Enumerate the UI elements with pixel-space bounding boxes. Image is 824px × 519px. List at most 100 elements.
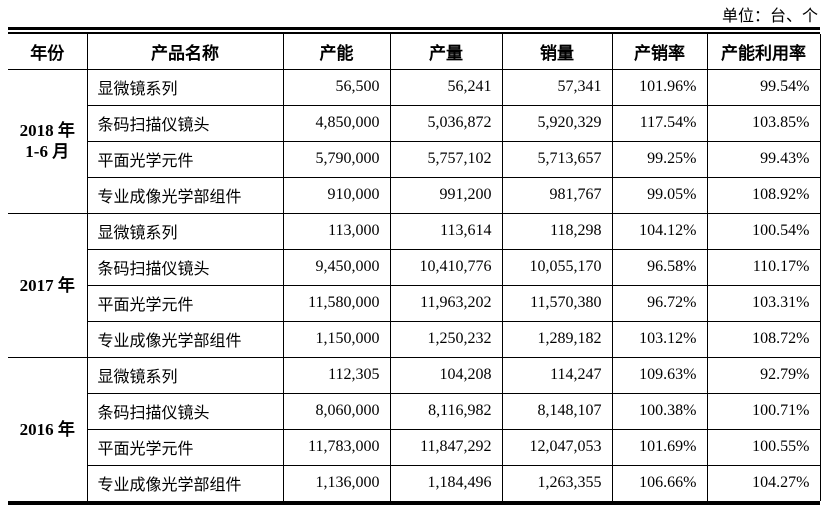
sales-cell: 114,247 (501, 356, 613, 394)
sales-cell: 11,570,380 (501, 284, 613, 322)
capacity-cell: 9,450,000 (282, 248, 391, 286)
output-cell: 10,410,776 (389, 248, 503, 286)
capacity-cell: 56,500 (282, 68, 391, 106)
ps-ratio-cell: 100.38% (611, 392, 708, 430)
product-cell: 显微镜系列 (86, 212, 284, 250)
table-row: 平面光学元件 11,580,000 11,963,202 11,570,380 … (8, 284, 821, 322)
capacity-cell: 1,136,000 (282, 464, 391, 501)
year-line1: 2017 年 (19, 275, 75, 295)
utilization-cell: 100.54% (706, 212, 821, 250)
table-row: 条码扫描仪镜头 9,450,000 10,410,776 10,055,170 … (8, 248, 821, 286)
utilization-cell: 100.55% (706, 428, 821, 466)
table-row: 2018 年 1-6 月 显微镜系列 56,500 56,241 57,341 … (8, 68, 821, 214)
capacity-utilization-table: 年份 产品名称 产能 产量 销量 产销率 产能利用率 2018 年 1-6 月 … (8, 34, 821, 501)
product-cell: 条码扫描仪镜头 (86, 248, 284, 286)
document-page: 单位：台、个 年份 产品名称 产能 产量 销量 产销率 产能利用率 2018 年 (8, 7, 821, 505)
utilization-cell: 103.85% (706, 104, 821, 142)
col-header-utilization: 产能利用率 (706, 34, 821, 70)
ps-ratio-cell: 101.96% (611, 68, 708, 106)
output-cell: 11,963,202 (389, 284, 503, 322)
product-cell: 显微镜系列 (86, 68, 284, 106)
col-header-output: 产量 (389, 34, 503, 70)
sales-cell: 5,920,329 (501, 104, 613, 142)
product-cell: 专业成像光学部组件 (86, 176, 284, 214)
year-line2: 1-6 月 (25, 142, 70, 161)
col-header-capacity: 产能 (282, 34, 391, 70)
header-row: 年份 产品名称 产能 产量 销量 产销率 产能利用率 (8, 34, 821, 70)
capacity-cell: 11,580,000 (282, 284, 391, 322)
output-cell: 11,847,292 (389, 428, 503, 466)
product-cell: 专业成像光学部组件 (86, 320, 284, 358)
output-cell: 5,757,102 (389, 140, 503, 178)
sales-cell: 57,341 (501, 68, 613, 106)
ps-ratio-cell: 99.05% (611, 176, 708, 214)
unit-label: 单位：台、个 (721, 7, 818, 25)
utilization-cell: 100.71% (706, 392, 821, 430)
output-cell: 1,184,496 (389, 464, 503, 501)
table-row: 专业成像光学部组件 1,136,000 1,184,496 1,263,355 … (8, 464, 821, 501)
table-row: 平面光学元件 5,790,000 5,757,102 5,713,657 99.… (8, 140, 821, 178)
year-line1: 2016 年 (19, 419, 75, 439)
col-header-ps-ratio: 产销率 (611, 34, 708, 70)
sales-cell: 1,289,182 (501, 320, 613, 358)
ps-ratio-cell: 103.12% (611, 320, 708, 358)
year-cell-2017: 2017 年 (8, 212, 88, 358)
ps-ratio-cell: 96.72% (611, 284, 708, 322)
utilization-cell: 104.27% (706, 464, 821, 501)
output-cell: 991,200 (389, 176, 503, 214)
sales-cell: 5,713,657 (501, 140, 613, 178)
ps-ratio-cell: 106.66% (611, 464, 708, 501)
sales-cell: 10,055,170 (501, 248, 613, 286)
output-cell: 56,241 (389, 68, 503, 106)
utilization-cell: 99.43% (706, 140, 821, 178)
utilization-cell: 92.79% (706, 356, 821, 394)
table-bottom-thick-rule (8, 501, 820, 505)
utilization-cell: 110.17% (706, 248, 821, 286)
year-cell-2016: 2016 年 (8, 356, 88, 501)
capacity-cell: 113,000 (282, 212, 391, 250)
table-row: 2016 年 显微镜系列 112,305 104,208 114,247 109… (8, 356, 821, 501)
ps-ratio-cell: 109.63% (611, 356, 708, 394)
capacity-cell: 910,000 (282, 176, 391, 214)
sales-cell: 12,047,053 (501, 428, 613, 466)
sales-cell: 981,767 (501, 176, 613, 214)
ps-ratio-cell: 96.58% (611, 248, 708, 286)
utilization-cell: 108.72% (706, 320, 821, 358)
product-cell: 平面光学元件 (86, 428, 284, 466)
product-cell: 平面光学元件 (86, 140, 284, 178)
col-header-product: 产品名称 (86, 34, 284, 70)
col-header-sales: 销量 (501, 34, 613, 70)
capacity-cell: 11,783,000 (282, 428, 391, 466)
product-cell: 平面光学元件 (86, 284, 284, 322)
ps-ratio-cell: 104.12% (611, 212, 708, 250)
output-cell: 104,208 (389, 356, 503, 394)
product-cell: 条码扫描仪镜头 (86, 104, 284, 142)
ps-ratio-cell: 99.25% (611, 140, 708, 178)
table-row: 条码扫描仪镜头 4,850,000 5,036,872 5,920,329 11… (8, 104, 821, 142)
utilization-cell: 103.31% (706, 284, 821, 322)
table-row: 专业成像光学部组件 1,150,000 1,250,232 1,289,182 … (8, 320, 821, 358)
capacity-cell: 4,850,000 (282, 104, 391, 142)
product-cell: 专业成像光学部组件 (86, 464, 284, 501)
table-top-double-rule (8, 27, 820, 34)
capacity-cell: 8,060,000 (282, 392, 391, 430)
product-cell: 显微镜系列 (86, 356, 284, 394)
sales-cell: 118,298 (501, 212, 613, 250)
output-cell: 5,036,872 (389, 104, 503, 142)
table-row: 2017 年 显微镜系列 113,000 113,614 118,298 104… (8, 212, 821, 358)
capacity-cell: 112,305 (282, 356, 391, 394)
product-cell: 条码扫描仪镜头 (86, 392, 284, 430)
table-row: 平面光学元件 11,783,000 11,847,292 12,047,053 … (8, 428, 821, 466)
utilization-cell: 108.92% (706, 176, 821, 214)
output-cell: 8,116,982 (389, 392, 503, 430)
sales-cell: 1,263,355 (501, 464, 613, 501)
sales-cell: 8,148,107 (501, 392, 613, 430)
year-line1: 2018 年 (19, 121, 75, 140)
ps-ratio-cell: 117.54% (611, 104, 708, 142)
capacity-cell: 5,790,000 (282, 140, 391, 178)
utilization-cell: 99.54% (706, 68, 821, 106)
capacity-cell: 1,150,000 (282, 320, 391, 358)
output-cell: 1,250,232 (389, 320, 503, 358)
output-cell: 113,614 (389, 212, 503, 250)
table-row: 专业成像光学部组件 910,000 991,200 981,767 99.05%… (8, 176, 821, 214)
